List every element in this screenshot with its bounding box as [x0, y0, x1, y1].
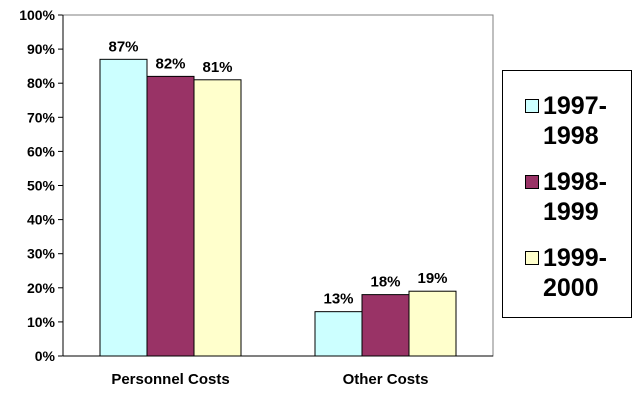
bar-1997-1998-personnel-costs [99, 58, 148, 357]
y-tick-label: 90% [27, 41, 56, 57]
y-tick-label: 0% [35, 348, 56, 364]
x-category-label: Other Costs [343, 371, 429, 388]
legend-label-1998-1999: 1998- 1999 [543, 167, 633, 227]
legend-swatch-1997-1998 [525, 99, 539, 113]
legend-label-line1: 1999- [543, 244, 607, 272]
legend-swatch-1998-1999 [525, 175, 539, 189]
bar-1999-2000-other-costs [408, 290, 457, 357]
y-tick-label: 70% [27, 109, 56, 125]
data-label: 81% [202, 59, 232, 76]
legend-label-line2: 2000 [543, 274, 599, 302]
legend: 1997- 1998 1998- 1999 1999- 2000 [502, 70, 632, 318]
y-axis-ticks: 0% 10% 20% 30% 40% 50% 60% 70% 80% 90% 100% [19, 7, 63, 364]
y-tick-label: 40% [27, 212, 56, 228]
legend-label-line2: 1998 [543, 122, 599, 150]
data-label: 87% [108, 38, 138, 55]
legend-label-1999-2000: 1999- 2000 [543, 243, 633, 303]
bar-1998-1999-personnel-costs [146, 75, 195, 357]
y-tick-label: 100% [19, 7, 55, 23]
data-label: 18% [370, 274, 400, 291]
legend-label-line2: 1999 [543, 198, 599, 226]
bar-1999-2000-personnel-costs [193, 79, 242, 357]
y-tick-label: 50% [27, 178, 56, 194]
y-tick-label: 10% [27, 314, 56, 330]
y-tick-label: 80% [27, 75, 56, 91]
data-label: 19% [417, 270, 447, 287]
y-tick-label: 60% [27, 143, 56, 159]
data-label: 13% [323, 291, 353, 308]
bar-1998-1999-other-costs [361, 294, 410, 357]
legend-swatch-1999-2000 [525, 251, 539, 265]
x-category-label: Personnel Costs [111, 371, 229, 388]
data-labels: 87% 82% 81% 13% 18% 19% [108, 38, 447, 307]
y-tick-label: 30% [27, 246, 56, 262]
data-label: 82% [155, 55, 185, 72]
legend-label-1997-1998: 1997- 1998 [543, 91, 633, 151]
bar-1997-1998-other-costs [314, 311, 363, 357]
y-tick-label: 20% [27, 280, 56, 296]
legend-label-line1: 1997- [543, 92, 607, 120]
legend-label-line1: 1998- [543, 168, 607, 196]
bars [99, 58, 457, 357]
x-axis-categories: Personnel Costs Other Costs [111, 371, 428, 388]
